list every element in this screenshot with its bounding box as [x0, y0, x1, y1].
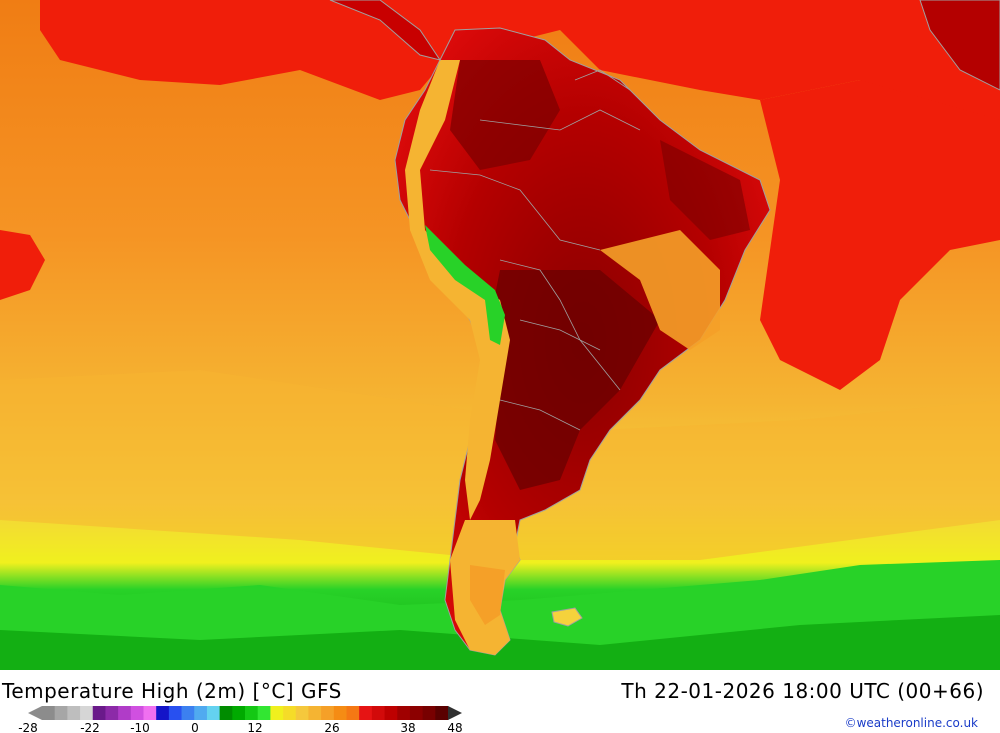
legend-tick-label: 12 [247, 721, 262, 733]
legend-swatch [219, 706, 233, 720]
legend-swatch [67, 706, 81, 720]
legend-swatch [422, 706, 436, 720]
legend-swatch [397, 706, 411, 720]
andes-cool-strip [405, 60, 510, 520]
patagonia-orange [470, 565, 505, 625]
legend-swatch [80, 706, 94, 720]
legend-swatch [371, 706, 385, 720]
legend-swatch [333, 706, 347, 720]
legend-swatch [384, 706, 398, 720]
legend-arrow-left [28, 706, 42, 720]
legend-swatch [245, 706, 259, 720]
pacific-warm-patch [0, 230, 45, 300]
legend-swatch [308, 706, 322, 720]
legend-swatch [295, 706, 309, 720]
legend-tick-label: -28 [18, 721, 38, 733]
temperature-legend: -28 -22 -10 0 12 26 38 48 [18, 706, 463, 733]
legend-tick-label: 48 [447, 721, 462, 733]
legend-swatch [283, 706, 297, 720]
credit-link[interactable]: ©weatheronline.co.uk [844, 716, 978, 730]
caribbean-land [329, 0, 442, 61]
legend-swatch [232, 706, 246, 720]
legend-swatch [54, 706, 68, 720]
legend-swatch [143, 706, 157, 720]
hottest-area-chaco [490, 270, 660, 490]
map-title: Temperature High (2m) [°C] GFS [2, 679, 342, 703]
legend-swatch [42, 706, 56, 720]
legend-tick-label: 38 [400, 721, 415, 733]
hottest-area-brazil-northeast [660, 140, 750, 240]
legend-tick-label: 26 [324, 721, 339, 733]
legend-swatch [168, 706, 182, 720]
falkland-islands [551, 607, 583, 627]
legend-arrow-right [448, 706, 462, 720]
andes-green-strip [425, 225, 505, 345]
temperature-map [0, 0, 1000, 670]
legend-swatch [156, 706, 170, 720]
legend-swatch [206, 706, 221, 720]
legend-swatch [194, 706, 208, 720]
legend-swatch [181, 706, 195, 720]
valid-time: Th 22-01-2026 18:00 UTC (00+66) [621, 679, 984, 703]
legend-swatch [257, 706, 271, 720]
legend-swatch [409, 706, 424, 720]
legend-tick-label: -10 [130, 721, 150, 733]
legend-swatch [105, 706, 119, 720]
legend-swatch [130, 706, 144, 720]
country-borders [429, 69, 641, 431]
central-america-land [919, 0, 1000, 91]
legend-swatch [92, 706, 106, 720]
legend-swatch [118, 706, 132, 720]
atlantic-warm-zone [760, 80, 1000, 390]
north-warm-zone [40, 0, 1000, 140]
map-footer: Temperature High (2m) [°C] GFS Th 22-01-… [0, 670, 1000, 733]
legend-swatch [359, 706, 373, 720]
legend-swatch [435, 706, 449, 720]
legend-tick-label: 0 [191, 721, 199, 733]
legend-swatch [346, 706, 360, 720]
legend-swatch [270, 706, 284, 720]
brazil-highland-cool [600, 230, 720, 350]
hottest-area-amazon [450, 60, 560, 170]
legend-swatch [321, 706, 335, 720]
legend-tick-label: -22 [80, 721, 100, 733]
